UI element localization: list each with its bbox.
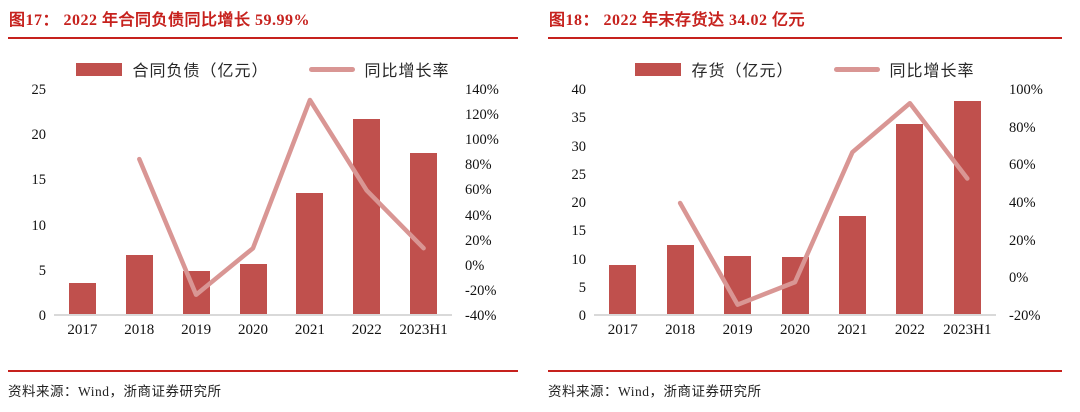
y-axis-left-tick-label: 0 — [38, 308, 46, 324]
y-axis-right-tick-label: -20% — [1009, 308, 1041, 324]
title-rule — [548, 37, 1062, 39]
y-axis-left-tick-label: 25 — [571, 166, 587, 183]
x-axis-line — [594, 314, 996, 316]
y-axis-left-tick-label: 20 — [571, 195, 587, 211]
bar-series-label: 存货（亿元） — [691, 63, 794, 80]
bar-series-swatch — [76, 62, 123, 76]
bar-2018 — [125, 255, 153, 314]
y-axis-left-tick-label: 15 — [31, 172, 47, 189]
y-axis-right-tick-label: 0% — [465, 257, 485, 274]
y-axis-right-tick-label: 20% — [465, 232, 492, 249]
y-axis-right-tick-label: 80% — [1009, 119, 1036, 136]
line-series-label: 同比增长率 — [889, 63, 975, 80]
x-axis-label: 2020 — [238, 322, 268, 338]
y-axis-right-tick-label: 140% — [465, 82, 499, 98]
y-axis-right-tick-label: 100% — [1009, 82, 1043, 98]
y-axis-left-tick-label: 10 — [571, 251, 587, 268]
figure-18-legend: 存货（亿元） 同比增长率 — [548, 56, 1062, 82]
y-axis-right-tick-label: 20% — [1009, 232, 1036, 249]
source-text: 资料来源：Wind，浙商证券研究所 — [548, 384, 762, 399]
source-divider — [8, 370, 518, 372]
y-axis-left-tick-label: 20 — [31, 127, 47, 144]
bar-2021 — [838, 216, 866, 314]
x-axis-label: 2017 — [607, 322, 638, 338]
x-axis-label: 2022 — [351, 322, 382, 338]
y-axis-left-tick-label: 15 — [571, 223, 587, 240]
figure-18-title: 图18： 2022 年末存货达 34.02 亿元 — [549, 12, 806, 29]
y-axis-right-tick-label: -20% — [465, 282, 497, 299]
y-axis-left-tick-label: 40 — [571, 82, 587, 98]
y-axis-left-tick-label: 30 — [571, 138, 587, 155]
x-axis-label: 2023H1 — [943, 322, 992, 338]
x-axis-label: 2022 — [894, 322, 925, 338]
y-axis-right-tick-label: 40% — [465, 207, 492, 224]
bar-2017 — [68, 282, 96, 314]
bar-2022 — [896, 123, 924, 314]
report-figures-row: 图17： 2022 年合同负债同比增长 59.99% 合同负债（亿元） 同比增长… — [8, 8, 1062, 400]
y-axis-left-tick-label: 5 — [38, 262, 46, 279]
line-series-label: 同比增长率 — [364, 63, 450, 80]
x-axis-label: 2023H1 — [399, 322, 448, 338]
line-series-swatch — [308, 66, 355, 72]
x-axis-label: 2019 — [181, 322, 212, 338]
bar-2018 — [666, 245, 694, 314]
y-axis-right-tick-label: 60% — [1009, 157, 1036, 174]
x-axis-line — [54, 314, 452, 316]
bar-2023H1 — [410, 153, 438, 314]
x-axis-label: 2020 — [780, 322, 810, 338]
y-axis-right-tick-label: 40% — [1009, 195, 1036, 211]
figure-17-title: 图17： 2022 年合同负债同比增长 59.99% — [9, 12, 311, 29]
figure-17-legend: 合同负债（亿元） 同比增长率 — [8, 56, 518, 82]
y-axis-right-tick-label: -40% — [465, 308, 497, 324]
bar-series-label: 合同负债（亿元） — [132, 63, 269, 80]
bar-2020 — [239, 263, 267, 314]
growth-rate-line — [137, 97, 426, 297]
bar-2021 — [296, 193, 324, 314]
y-axis-right-tick-label: 0% — [1009, 270, 1029, 287]
bar-series-swatch — [635, 62, 682, 76]
bar-2022 — [353, 118, 381, 314]
source-divider — [548, 370, 1062, 372]
figure-18: 图18： 2022 年末存货达 34.02 亿元 存货（亿元） 同比增长率 0 5… — [548, 8, 1062, 400]
growth-rate-line — [677, 100, 970, 307]
y-axis-left-tick-label: 10 — [31, 217, 47, 234]
y-axis-left-tick-label: 25 — [31, 82, 47, 98]
x-axis-label: 2021 — [294, 322, 325, 338]
x-axis-label: 2017 — [67, 322, 98, 338]
y-axis-left-tick-label: 35 — [571, 110, 587, 127]
plot-area — [54, 90, 452, 316]
y-axis-right-tick-label: 120% — [465, 107, 499, 124]
x-axis-label: 2018 — [124, 322, 155, 338]
x-axis-label: 2018 — [665, 322, 696, 338]
x-axis-label: 2021 — [837, 322, 868, 338]
figure-18-chart: 0 5 10 15 20 25 30 35 40 100% 80% 60% 40% 20% 0% -20% 20… — [548, 83, 1062, 346]
bar-2017 — [609, 265, 637, 314]
source-text: 资料来源：Wind，浙商证券研究所 — [8, 384, 222, 399]
y-axis-right-tick-label: 80% — [465, 157, 492, 174]
figure-17: 图17： 2022 年合同负债同比增长 59.99% 合同负债（亿元） 同比增长… — [8, 8, 518, 400]
y-axis-left-tick-label: 5 — [578, 279, 586, 296]
y-axis-right-tick-label: 60% — [465, 182, 492, 199]
y-axis-left-tick-label: 0 — [578, 308, 586, 324]
bar-2023H1 — [953, 101, 981, 314]
figure-17-chart: 0 5 10 15 20 25 140% 120% 100% 80% 60% 40% 20% 0% -20%… — [8, 83, 518, 346]
line-series-swatch — [833, 66, 880, 72]
x-axis-label: 2019 — [722, 322, 753, 338]
title-rule — [8, 37, 518, 39]
y-axis-right-tick-label: 100% — [465, 132, 499, 149]
plot-area — [594, 90, 996, 316]
